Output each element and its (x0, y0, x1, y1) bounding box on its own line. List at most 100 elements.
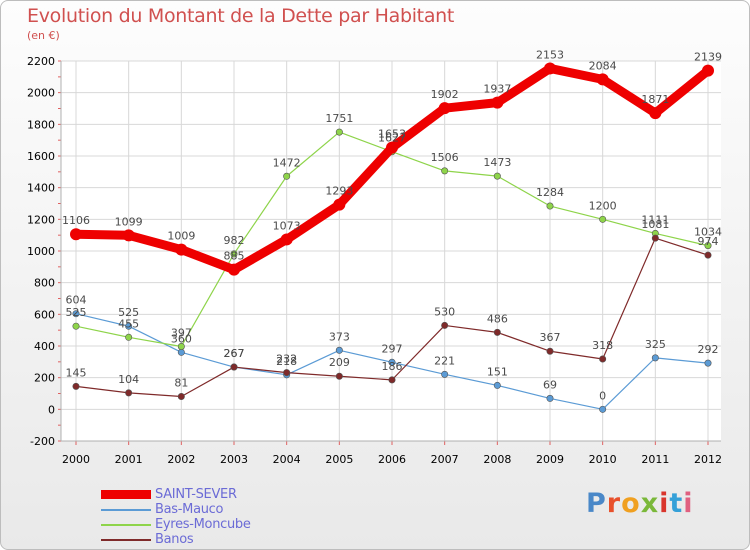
data-label: 1034 (694, 226, 722, 239)
data-label: 1293 (325, 185, 353, 198)
y-tick-label: 200 (34, 372, 55, 385)
data-point (493, 381, 501, 389)
data-label: 1081 (641, 218, 669, 231)
y-tick-label: 2200 (27, 55, 55, 68)
data-point (125, 322, 133, 330)
legend-label: Eyres-Moncube (155, 517, 251, 532)
data-label: 1751 (325, 112, 353, 125)
data-label: 2153 (536, 48, 564, 61)
x-tick-label: 2008 (483, 453, 511, 466)
x-tick-label: 2003 (220, 453, 248, 466)
legend-label: Bas-Mauco (155, 502, 224, 517)
data-point (388, 376, 396, 384)
legend-item: SAINT-SEVER (101, 487, 251, 502)
y-tick-label: 1600 (27, 150, 55, 163)
data-label: 525 (118, 306, 139, 319)
data-point (280, 233, 293, 246)
x-tick-label: 2009 (536, 453, 564, 466)
data-point (441, 321, 449, 329)
data-label: 1937 (483, 83, 511, 96)
legend-swatch (101, 523, 151, 526)
data-label: 69 (543, 378, 557, 391)
data-label: 397 (171, 326, 192, 339)
data-point (177, 393, 185, 401)
logo-letter: i (683, 488, 694, 519)
data-label: 1111 (641, 213, 669, 226)
legend-item: Banos (101, 532, 251, 547)
data-label: 367 (540, 331, 561, 344)
data-point (228, 263, 240, 276)
x-tick-label: 2000 (62, 453, 90, 466)
x-tick-label: 2001 (115, 453, 143, 466)
data-point (283, 172, 291, 180)
data-point (125, 389, 133, 397)
data-label: 1627 (378, 132, 406, 145)
data-point (333, 198, 346, 211)
data-label: 1472 (273, 156, 301, 169)
data-label: 104 (118, 373, 139, 386)
data-label: 530 (434, 305, 455, 318)
data-point (72, 322, 80, 330)
data-label: 1009 (167, 230, 195, 243)
data-label: 360 (171, 332, 192, 345)
data-point (649, 107, 662, 120)
legend-swatch (101, 508, 151, 511)
data-label: 318 (592, 339, 613, 352)
data-label: 885 (224, 250, 245, 263)
legend-swatch (101, 538, 151, 541)
x-tick-label: 2012 (694, 453, 722, 466)
x-tick-label: 2004 (273, 453, 301, 466)
data-point (704, 251, 712, 259)
data-label: 1473 (483, 156, 511, 169)
data-label: 2139 (694, 51, 722, 64)
y-tick-label: 1200 (27, 213, 55, 226)
data-label: 267 (224, 347, 245, 360)
data-label: 486 (487, 312, 508, 325)
data-label: 151 (487, 365, 508, 378)
data-point (546, 202, 554, 210)
logo-letter: t (669, 488, 684, 519)
data-point (230, 363, 238, 371)
data-label: 325 (645, 338, 666, 351)
data-label: 297 (382, 342, 403, 355)
data-label: 232 (276, 353, 297, 366)
data-point (177, 342, 185, 350)
data-point (70, 228, 82, 241)
data-point (704, 242, 712, 250)
data-label: 209 (329, 356, 350, 369)
data-point (177, 348, 185, 356)
legend-item: Bas-Mauco (101, 502, 251, 517)
data-label: 0 (599, 389, 606, 402)
data-label: 373 (329, 330, 350, 343)
data-point (599, 355, 607, 363)
data-point (335, 372, 343, 380)
y-tick-label: 1800 (27, 118, 55, 131)
data-point (386, 141, 398, 154)
data-label: 145 (66, 366, 87, 379)
data-label: 455 (118, 317, 139, 330)
data-label: 292 (698, 343, 719, 356)
data-label: 1506 (431, 151, 459, 164)
data-label: 604 (66, 294, 87, 307)
data-point (335, 346, 343, 354)
data-point (493, 172, 501, 180)
data-label: 525 (66, 306, 87, 319)
data-point (599, 215, 607, 223)
data-label: 1902 (431, 88, 459, 101)
legend-swatch (101, 490, 151, 499)
data-label: 267 (224, 347, 245, 360)
data-label: 982 (224, 234, 245, 247)
chart-subtitle: (en €) (27, 29, 60, 42)
y-tick-label: 2000 (27, 87, 55, 100)
x-tick-label: 2005 (325, 453, 353, 466)
data-label: 974 (698, 235, 719, 248)
data-point (72, 382, 80, 390)
data-label: 1200 (589, 199, 617, 212)
data-point (599, 405, 607, 413)
data-point (283, 369, 291, 377)
y-tick-label: -200 (30, 435, 55, 448)
data-point (546, 347, 554, 355)
data-label: 2084 (589, 59, 617, 72)
